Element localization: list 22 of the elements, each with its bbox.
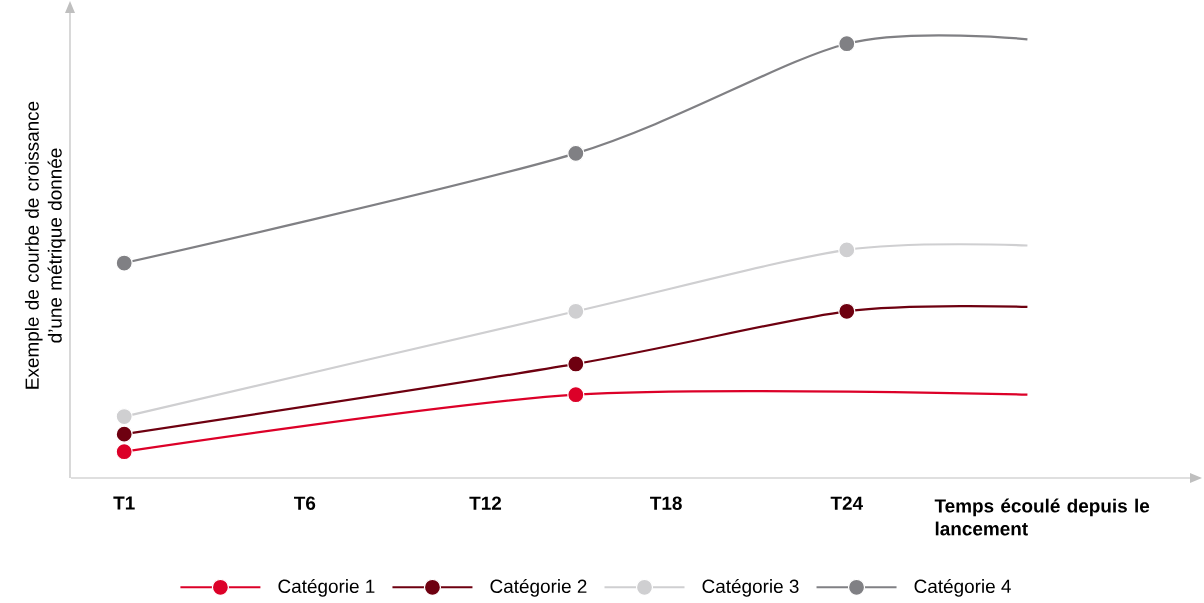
x-tick-label: T18 (650, 496, 682, 510)
legend-label: Catégorie 3 (702, 578, 799, 597)
point (115, 425, 133, 443)
x-tick-label: T1 (113, 496, 135, 510)
x-tick-label: T24 (830, 496, 863, 510)
point (567, 355, 585, 373)
point (115, 254, 133, 272)
point (838, 35, 856, 53)
point (567, 302, 585, 320)
x-tick-label: T12 (469, 496, 502, 510)
legend-label: Catégorie 2 (490, 578, 587, 597)
legend-label: Catégorie 1 (278, 578, 375, 597)
x-tick-label: T6 (294, 496, 316, 510)
legend-label: Catégorie 4 (914, 578, 1011, 597)
x-axis-title: Temps écoulé depuis le lancement (934, 498, 1150, 536)
y-axis-title: Exemple de courbe de croissance d’une métrique donnée (24, 101, 66, 389)
point (115, 407, 133, 426)
point (115, 443, 133, 461)
point (567, 144, 585, 162)
point (567, 386, 585, 404)
point (838, 241, 856, 259)
point (838, 302, 856, 320)
